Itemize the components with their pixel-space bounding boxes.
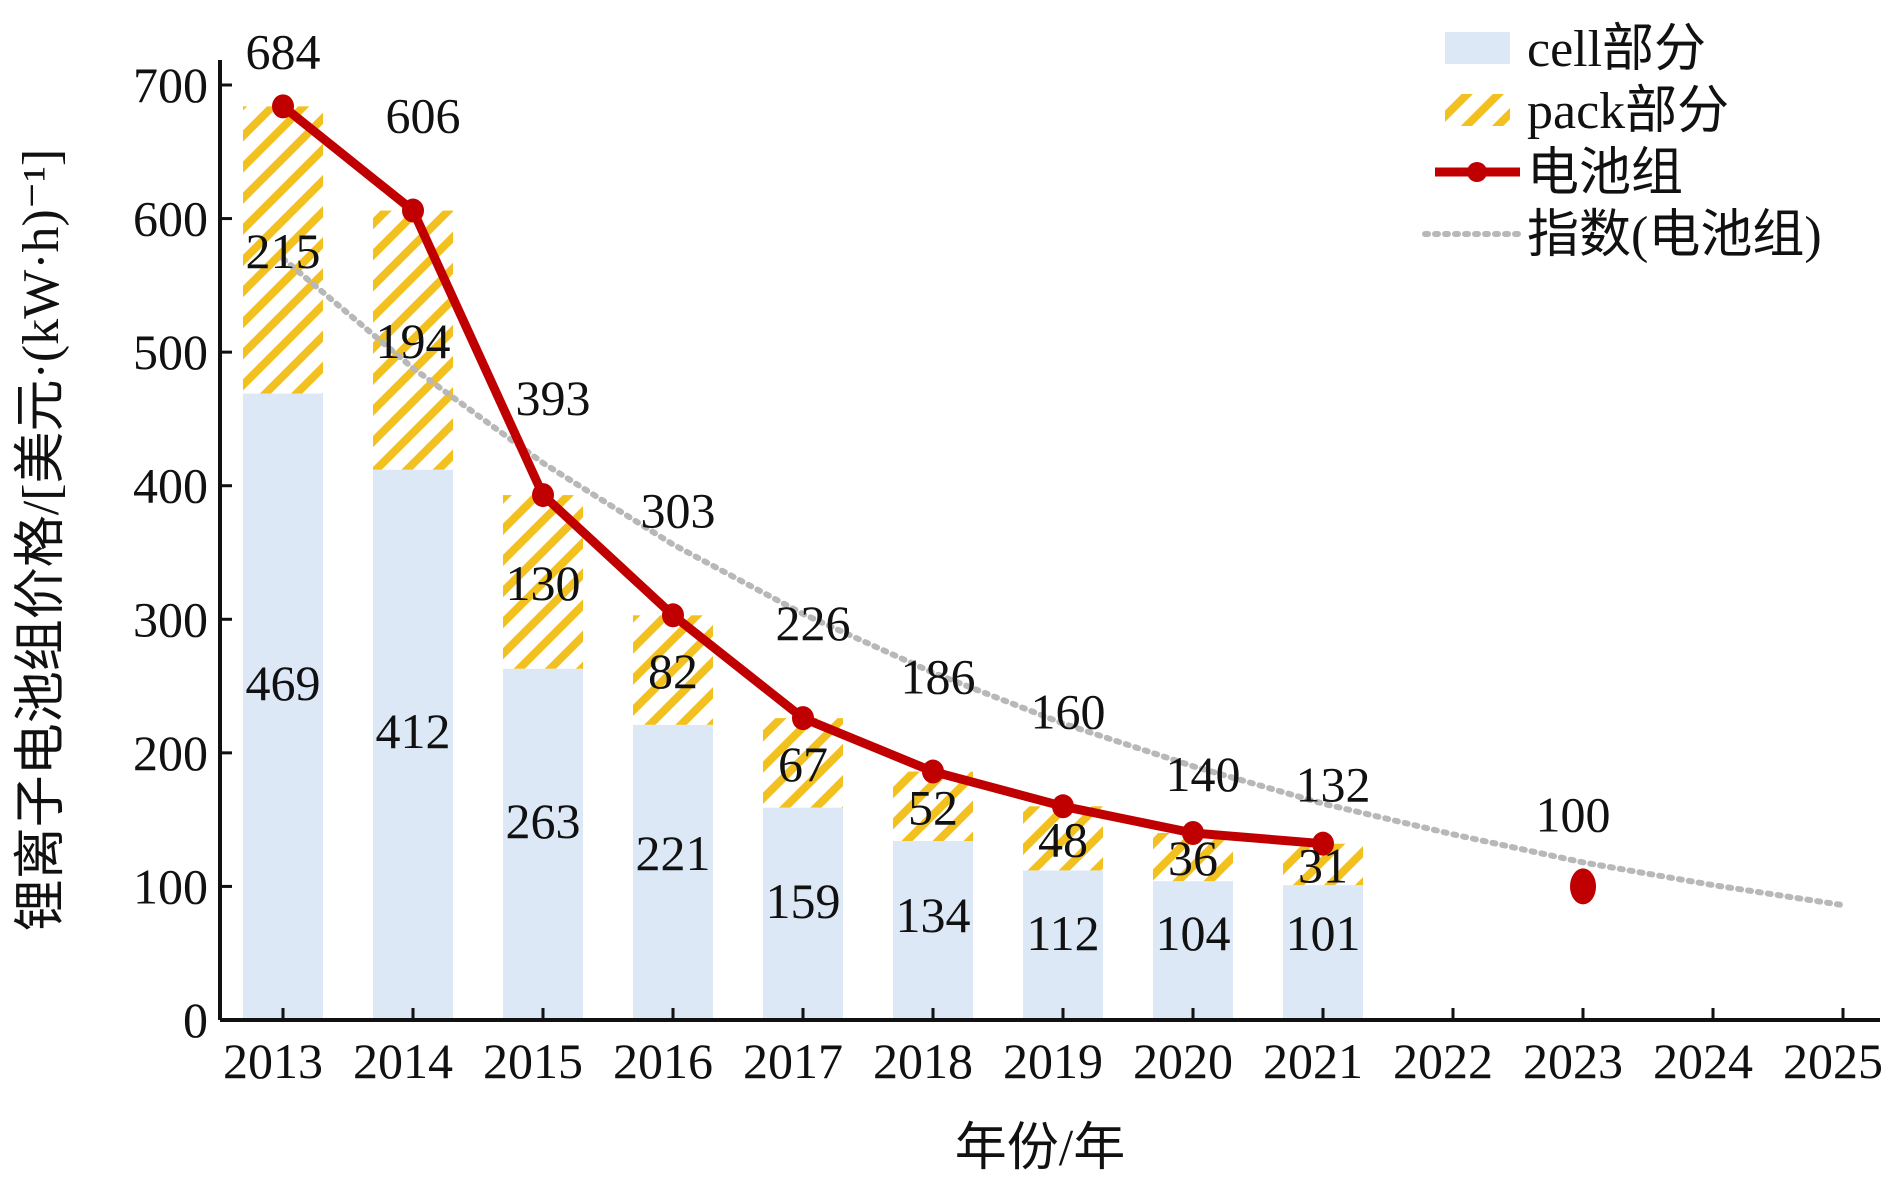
cell-label-2017: 159 xyxy=(766,873,841,929)
x-tick-label-2013: 2013 xyxy=(223,1033,323,1089)
y-tick-label-500: 500 xyxy=(133,324,208,380)
price-point-2017 xyxy=(792,706,814,731)
x-tick-label-2016: 2016 xyxy=(613,1033,713,1089)
x-tick-label-2018: 2018 xyxy=(873,1033,973,1089)
cell-label-2019: 112 xyxy=(1026,905,1099,961)
pack-label-2021: 31 xyxy=(1298,837,1348,893)
price-point-2013 xyxy=(272,94,294,119)
cell-label-2016: 221 xyxy=(636,825,711,881)
legend-label-1: pack部分 xyxy=(1527,83,1729,140)
total-label-2016: 303 xyxy=(641,482,716,538)
cell-label-2014: 412 xyxy=(376,703,451,759)
total-label-2021: 132 xyxy=(1296,757,1371,813)
pack-label-2019: 48 xyxy=(1038,811,1088,867)
x-tick-label-2021: 2021 xyxy=(1263,1033,1363,1089)
y-tick-label-400: 400 xyxy=(133,458,208,514)
total-label-2014: 606 xyxy=(386,88,461,144)
trend-layer xyxy=(280,255,1846,909)
bars-layer xyxy=(243,106,1363,1021)
legend-label-3: 指数(电池组) xyxy=(1527,207,1822,264)
legend-label-2: 电池组 xyxy=(1527,145,1683,202)
x-tick-label-2024: 2024 xyxy=(1653,1033,1753,1089)
y-axis-title: 锂离子电池组价格/[美元·(kW·h)⁻¹] xyxy=(13,149,70,931)
price-point-2018 xyxy=(922,759,944,784)
pack-label-2015: 130 xyxy=(506,555,581,611)
x-tick-label-2019: 2019 xyxy=(1003,1033,1103,1089)
cell-label-2013: 469 xyxy=(246,655,321,711)
price-point-2023 xyxy=(1570,868,1596,905)
value-labels-layer: 684 606 393 303 226 186 160 140 132 100 215 194 130 8… xyxy=(246,23,1611,961)
total-label-2017: 226 xyxy=(776,595,851,651)
cell-label-2021: 101 xyxy=(1286,905,1361,961)
x-tick-label-2020: 2020 xyxy=(1133,1033,1233,1089)
pack-bar-2013 xyxy=(243,106,323,394)
y-tick-label-100: 100 xyxy=(133,858,208,914)
price-point-2019 xyxy=(1052,794,1074,819)
legend-swatch-pack xyxy=(1445,94,1510,126)
cell-bar-2020 xyxy=(1153,881,1233,1020)
cell-bar-2016 xyxy=(633,724,713,1020)
pack-label-2020: 36 xyxy=(1168,830,1218,886)
cell-bar-2018 xyxy=(893,841,973,1020)
y-tick-label-0: 0 xyxy=(183,992,208,1048)
axes-layer: 0 100 200 300 400 500 600 700 2013 2014 2015 2016 20… xyxy=(13,57,1883,1177)
cell-bar-2015 xyxy=(503,668,583,1020)
legend-swatch-cell xyxy=(1445,32,1510,64)
y-tick-label-700: 700 xyxy=(133,57,208,113)
x-axis-title: 年份/年 xyxy=(955,1120,1125,1177)
cell-label-2018: 134 xyxy=(896,887,971,943)
x-tick-label-2023: 2023 xyxy=(1523,1033,1623,1089)
price-point-2015 xyxy=(532,483,554,508)
cell-label-2020: 104 xyxy=(1156,905,1231,961)
cell-label-2015: 263 xyxy=(506,793,581,849)
cell-bar-2019 xyxy=(1023,870,1103,1020)
price-point-2014 xyxy=(402,198,424,223)
total-label-2013: 684 xyxy=(246,23,321,79)
pack-label-2018: 52 xyxy=(908,779,958,835)
cell-bar-2013 xyxy=(243,393,323,1020)
price-point-2020 xyxy=(1182,821,1204,845)
cell-bar-2021 xyxy=(1283,885,1363,1020)
price-point-2021 xyxy=(1312,831,1334,856)
pack-label-2016: 82 xyxy=(648,643,698,699)
total-label-2015: 393 xyxy=(516,370,591,426)
x-tick-label-2017: 2017 xyxy=(743,1033,843,1089)
y-tick-label-300: 300 xyxy=(133,591,208,647)
cell-bar-2017 xyxy=(763,807,843,1020)
total-label-2019: 160 xyxy=(1031,683,1106,739)
pack-label-2014: 194 xyxy=(376,313,451,369)
exponential-trend-line xyxy=(280,255,1846,909)
total-label-2023: 100 xyxy=(1536,786,1611,842)
price-point-2016 xyxy=(662,603,684,628)
x-tick-label-2025: 2025 xyxy=(1783,1033,1883,1089)
legend-swatch-marker xyxy=(1467,162,1487,182)
y-tick-label-600: 600 xyxy=(133,191,208,247)
total-label-2020: 140 xyxy=(1166,746,1241,802)
y-tick-label-200: 200 xyxy=(133,725,208,781)
total-label-2018: 186 xyxy=(901,649,976,705)
cell-bar-2014 xyxy=(373,469,453,1021)
pack-bar-2014 xyxy=(373,210,453,470)
x-tick-label-2014: 2014 xyxy=(353,1033,453,1089)
pack-label-2017: 67 xyxy=(778,736,828,792)
x-tick-label-2022: 2022 xyxy=(1393,1033,1493,1089)
x-tick-label-2015: 2015 xyxy=(483,1033,583,1089)
legend-label-0: cell部分 xyxy=(1527,21,1706,78)
line-layer xyxy=(272,94,1596,905)
pack-label-2013: 215 xyxy=(246,223,321,279)
